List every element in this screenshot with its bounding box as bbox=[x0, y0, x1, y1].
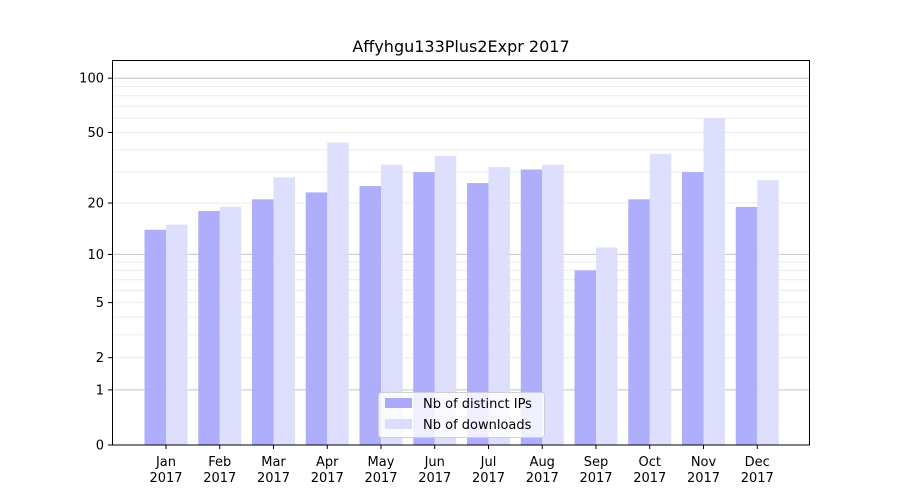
plot-frame bbox=[112, 60, 810, 446]
x-tick-label: Sep 2017 bbox=[579, 455, 612, 486]
y-tick-label: 100 bbox=[79, 72, 104, 87]
x-tick-label: Jun 2017 bbox=[418, 455, 451, 486]
y-tick-label: 0 bbox=[96, 439, 104, 454]
bar-downloads bbox=[757, 180, 779, 445]
chart-title: Affyhgu133Plus2Expr 2017 bbox=[352, 37, 569, 56]
legend-swatch bbox=[385, 419, 412, 429]
bar-downloads bbox=[327, 142, 349, 446]
bar-downloads bbox=[434, 155, 457, 445]
x-tick-label: Jan 2017 bbox=[149, 455, 182, 486]
bar-distinct-ips bbox=[252, 199, 274, 445]
bar-distinct-ips bbox=[628, 199, 650, 445]
bar-distinct-ips bbox=[735, 206, 758, 445]
x-tick-label: Oct 2017 bbox=[633, 455, 666, 486]
legend-swatch bbox=[385, 398, 412, 408]
bar-distinct-ips bbox=[682, 172, 704, 445]
bar-distinct-ips bbox=[305, 192, 328, 445]
bar-distinct-ips bbox=[359, 186, 381, 445]
y-tick-label: 5 bbox=[96, 296, 104, 311]
bar-distinct-ips bbox=[144, 229, 166, 445]
y-tick-label: 1 bbox=[96, 383, 104, 398]
y-tick-label: 50 bbox=[87, 126, 104, 141]
bar-distinct-ips bbox=[520, 169, 543, 445]
x-tick-label: Apr 2017 bbox=[311, 455, 344, 486]
x-tick-label: Aug 2017 bbox=[526, 455, 559, 486]
x-tick-label: Jul 2017 bbox=[472, 455, 505, 486]
x-tick-label: Feb 2017 bbox=[203, 455, 236, 486]
bar-downloads bbox=[703, 118, 725, 445]
x-tick-label: Nov 2017 bbox=[687, 455, 720, 486]
bar-downloads bbox=[381, 164, 403, 445]
bar-distinct-ips bbox=[413, 172, 435, 445]
y-tick-label: 2 bbox=[96, 351, 104, 366]
x-tick-label: May 2017 bbox=[364, 455, 397, 486]
bar-downloads bbox=[596, 247, 618, 445]
legend: Nb of distinct IPs Nb of downloads bbox=[378, 392, 545, 438]
bar-distinct-ips bbox=[467, 183, 489, 445]
bar-downloads bbox=[542, 164, 564, 445]
y-tick-label: 20 bbox=[87, 197, 104, 212]
bar-downloads bbox=[219, 206, 242, 445]
legend-label: Nb of distinct IPs bbox=[423, 397, 532, 412]
bar-distinct-ips bbox=[574, 270, 596, 445]
bar-downloads bbox=[166, 224, 188, 445]
bar-downloads bbox=[488, 167, 510, 446]
x-tick-label: Dec 2017 bbox=[741, 455, 774, 486]
bar-downloads bbox=[649, 153, 672, 445]
bar-distinct-ips bbox=[198, 210, 220, 445]
legend-label: Nb of downloads bbox=[423, 418, 532, 433]
bar-downloads bbox=[273, 177, 295, 445]
y-tick-label: 10 bbox=[87, 248, 104, 263]
x-tick-label: Mar 2017 bbox=[257, 455, 290, 486]
